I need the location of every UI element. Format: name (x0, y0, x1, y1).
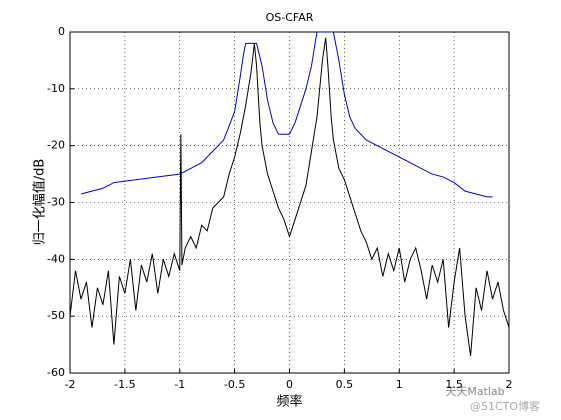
x-tick-label: -0.5 (224, 378, 245, 391)
x-tick-label: -2 (65, 378, 76, 391)
y-tick-label: 0 (58, 25, 65, 38)
watermark: @51CTO博客 (470, 399, 540, 413)
y-tick-label: -20 (47, 139, 65, 152)
data-line (70, 37, 509, 357)
watermark: 天天Matlab (445, 385, 504, 398)
chart-title: OS-CFAR (266, 11, 314, 24)
x-tick-label: -1 (174, 378, 185, 391)
x-tick-label: 0.5 (336, 378, 354, 391)
y-tick-label: -40 (47, 252, 65, 265)
data-line (80, 32, 493, 198)
y-tick-label: -10 (47, 82, 65, 95)
x-tick-label: 0 (286, 378, 293, 391)
x-tick-label: 2 (506, 378, 513, 391)
y-tick-label: -50 (47, 309, 65, 322)
y-tick-label: -60 (47, 366, 65, 379)
x-tick-label: 1.5 (445, 378, 463, 391)
plot-area (69, 31, 510, 374)
x-tick-label: 1 (396, 378, 403, 391)
x-tick-label: -1.5 (114, 378, 135, 391)
y-tick-label: -30 (47, 196, 65, 209)
y-axis-label: 归一化幅值/dB (32, 159, 48, 246)
x-axis-label: 频率 (276, 394, 302, 410)
